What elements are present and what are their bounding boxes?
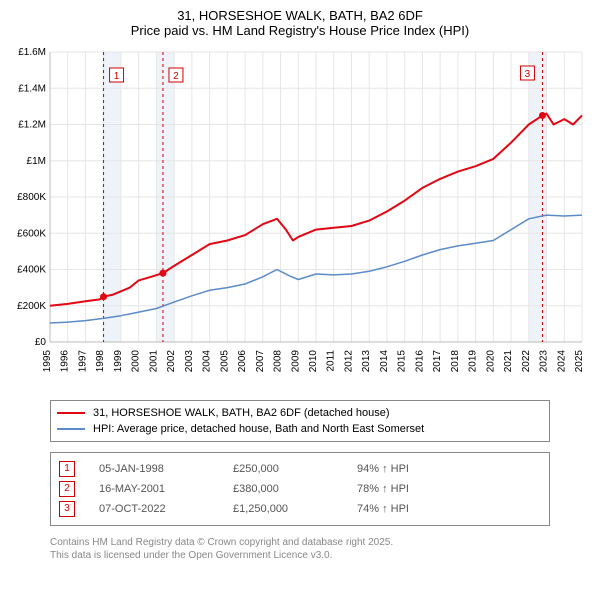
svg-text:2012: 2012: [343, 350, 354, 373]
svg-text:2018: 2018: [450, 350, 461, 373]
chart-title: 31, HORSESHOE WALK, BATH, BA2 6DF Price …: [8, 8, 592, 38]
svg-text:1999: 1999: [113, 350, 124, 373]
legend-swatch-property: [57, 412, 85, 414]
legend-item-hpi: HPI: Average price, detached house, Bath…: [57, 421, 543, 437]
legend-item-property: 31, HORSESHOE WALK, BATH, BA2 6DF (detac…: [57, 405, 543, 421]
svg-text:2: 2: [173, 71, 179, 82]
svg-text:2001: 2001: [148, 350, 159, 373]
chart-svg: £0 £200K £400K £600K £800K £1M £1.2M £1.4M £1.6M…: [8, 42, 588, 392]
svg-text:1995: 1995: [42, 350, 53, 373]
svg-text:2023: 2023: [539, 350, 550, 373]
marker-badge-1: 1: [59, 461, 75, 477]
marker-row-1: 1 05-JAN-1998 £250,000 94% ↑ HPI: [59, 459, 541, 479]
svg-text:2006: 2006: [237, 350, 248, 373]
svg-text:£1.2M: £1.2M: [18, 120, 46, 131]
svg-text:2025: 2025: [574, 350, 585, 373]
svg-text:£600K: £600K: [17, 228, 46, 239]
title-subtitle: Price paid vs. HM Land Registry's House …: [8, 23, 592, 38]
marker-badge-2: 2: [59, 481, 75, 497]
svg-text:2021: 2021: [503, 350, 514, 373]
marker-price-3: £1,250,000: [233, 499, 333, 519]
marker-date-3: 07-OCT-2022: [99, 499, 209, 519]
svg-text:2022: 2022: [521, 350, 532, 373]
svg-text:2015: 2015: [397, 350, 408, 373]
svg-text:2002: 2002: [166, 350, 177, 373]
svg-text:2007: 2007: [255, 350, 266, 373]
svg-text:£400K: £400K: [17, 265, 46, 276]
marker-date-1: 05-JAN-1998: [99, 459, 209, 479]
marker-hpi-1: 94% ↑ HPI: [357, 459, 467, 479]
marker-hpi-2: 78% ↑ HPI: [357, 479, 467, 499]
svg-text:1: 1: [114, 71, 120, 82]
svg-text:£1M: £1M: [27, 156, 46, 167]
marker-date-2: 16-MAY-2001: [99, 479, 209, 499]
svg-text:2016: 2016: [414, 350, 425, 373]
svg-text:2009: 2009: [290, 350, 301, 373]
svg-text:2017: 2017: [432, 350, 443, 373]
title-address: 31, HORSESHOE WALK, BATH, BA2 6DF: [8, 8, 592, 23]
marker-hpi-3: 74% ↑ HPI: [357, 499, 467, 519]
svg-text:1997: 1997: [77, 350, 88, 373]
legend-label-property: 31, HORSESHOE WALK, BATH, BA2 6DF (detac…: [93, 405, 390, 421]
svg-text:£800K: £800K: [17, 192, 46, 203]
marker-row-3: 3 07-OCT-2022 £1,250,000 74% ↑ HPI: [59, 499, 541, 519]
svg-text:2020: 2020: [485, 350, 496, 373]
svg-text:2010: 2010: [308, 350, 319, 373]
svg-text:2000: 2000: [131, 350, 142, 373]
legend: 31, HORSESHOE WALK, BATH, BA2 6DF (detac…: [50, 400, 550, 442]
legend-label-hpi: HPI: Average price, detached house, Bath…: [93, 421, 424, 437]
svg-text:£1.4M: £1.4M: [18, 83, 46, 94]
svg-text:2024: 2024: [556, 350, 567, 373]
svg-text:2014: 2014: [379, 350, 390, 373]
svg-text:2011: 2011: [326, 350, 337, 372]
svg-text:2019: 2019: [468, 350, 479, 373]
chart-area: £0 £200K £400K £600K £800K £1M £1.2M £1.4M £1.6M…: [8, 42, 588, 392]
marker-price-1: £250,000: [233, 459, 333, 479]
footer-line2: This data is licensed under the Open Gov…: [50, 549, 550, 562]
marker-badge-3: 3: [59, 501, 75, 517]
svg-text:1996: 1996: [60, 350, 71, 373]
marker-table: 1 05-JAN-1998 £250,000 94% ↑ HPI 2 16-MA…: [50, 452, 550, 526]
footer: Contains HM Land Registry data © Crown c…: [50, 536, 550, 562]
svg-text:1998: 1998: [95, 350, 106, 373]
svg-text:2003: 2003: [184, 350, 195, 373]
svg-text:£1.6M: £1.6M: [18, 47, 46, 58]
svg-text:3: 3: [525, 69, 531, 80]
svg-text:2008: 2008: [273, 350, 284, 373]
footer-line1: Contains HM Land Registry data © Crown c…: [50, 536, 550, 549]
svg-text:2004: 2004: [202, 350, 213, 373]
legend-swatch-hpi: [57, 428, 85, 430]
svg-text:£200K: £200K: [17, 301, 46, 312]
svg-text:£0: £0: [35, 337, 47, 348]
svg-text:2013: 2013: [361, 350, 372, 373]
marker-row-2: 2 16-MAY-2001 £380,000 78% ↑ HPI: [59, 479, 541, 499]
marker-price-2: £380,000: [233, 479, 333, 499]
svg-text:2005: 2005: [219, 350, 230, 373]
